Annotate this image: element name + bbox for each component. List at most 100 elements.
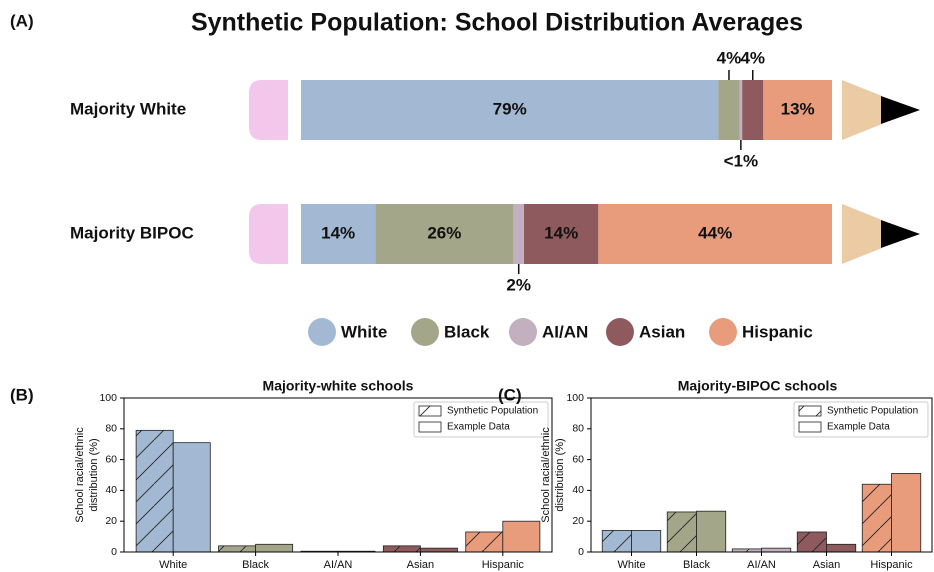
bar bbox=[419, 547, 458, 553]
legend-swatch bbox=[798, 421, 822, 433]
value-label: 13% bbox=[781, 99, 815, 118]
bar bbox=[255, 543, 294, 553]
bar bbox=[696, 510, 727, 553]
legend-label: Hispanic bbox=[742, 322, 813, 341]
bar bbox=[826, 543, 857, 553]
chart-title: Majority-white schools bbox=[263, 378, 414, 394]
x-tick-label: Black bbox=[683, 559, 710, 571]
legend-swatch bbox=[418, 405, 442, 417]
y-tick-label: 100 bbox=[99, 392, 117, 404]
x-tick-label: Asian bbox=[813, 559, 841, 571]
legend-label: Synthetic Population bbox=[447, 406, 538, 417]
legend-label: Black bbox=[444, 322, 490, 341]
y-tick-label: 80 bbox=[105, 423, 117, 435]
bar-segment bbox=[742, 80, 764, 140]
value-label: 44% bbox=[698, 223, 732, 242]
bar bbox=[172, 442, 211, 553]
y-tick-label: 80 bbox=[572, 423, 584, 435]
x-tick-label: Black bbox=[242, 559, 269, 571]
pencil-tip bbox=[881, 96, 920, 124]
value-label: 14% bbox=[544, 223, 578, 242]
axes-frame bbox=[590, 397, 933, 553]
bar-segment bbox=[524, 204, 599, 264]
x-tick-label: White bbox=[159, 559, 187, 571]
bar bbox=[502, 520, 541, 553]
row-label: Majority BIPOC bbox=[70, 223, 194, 242]
bar bbox=[382, 545, 421, 553]
bar-segment bbox=[763, 80, 832, 140]
panel-label: (C) bbox=[498, 385, 522, 404]
row-label: Majority White bbox=[70, 99, 186, 118]
chart-title: Synthetic Population: School Distributio… bbox=[191, 9, 803, 37]
bar bbox=[135, 429, 174, 553]
y-tick-label: 0 bbox=[578, 546, 584, 558]
bar-segment bbox=[301, 80, 719, 140]
x-tick-label: Asian bbox=[407, 559, 435, 571]
legend-label: Example Data bbox=[827, 422, 890, 433]
chart-title: Majority-BIPOC schools bbox=[678, 378, 838, 394]
pencil-eraser bbox=[249, 80, 288, 140]
bar bbox=[761, 547, 792, 553]
y-axis-label: School racial/ethnic bbox=[74, 427, 86, 523]
y-axis-label: School racial/ethnic bbox=[540, 427, 552, 523]
x-tick-label: White bbox=[617, 559, 645, 571]
y-tick-label: 60 bbox=[572, 453, 584, 465]
bar bbox=[861, 483, 892, 553]
bar bbox=[601, 530, 632, 553]
bar-segment bbox=[513, 204, 525, 264]
bar bbox=[891, 473, 922, 553]
x-tick-label: AI/AN bbox=[324, 559, 353, 571]
legend-swatch bbox=[308, 318, 336, 346]
bar-segment bbox=[739, 80, 743, 140]
y-tick-label: 40 bbox=[572, 484, 584, 496]
y-axis-label: distribution (%) bbox=[554, 438, 566, 511]
value-label: 79% bbox=[493, 99, 527, 118]
legend-swatch bbox=[798, 405, 822, 417]
legend-swatch bbox=[709, 318, 737, 346]
bar-segment bbox=[598, 204, 832, 264]
bar bbox=[796, 531, 827, 553]
pencil-wood bbox=[842, 204, 882, 264]
bar bbox=[218, 545, 257, 553]
y-tick-label: 0 bbox=[111, 546, 117, 558]
y-tick-label: 100 bbox=[566, 392, 584, 404]
panel-label: (B) bbox=[10, 385, 34, 404]
y-tick-label: 60 bbox=[105, 453, 117, 465]
legend-box bbox=[793, 401, 929, 438]
legend-swatch bbox=[418, 421, 442, 433]
y-tick-label: 40 bbox=[105, 484, 117, 496]
bar-segment bbox=[301, 204, 376, 264]
x-tick-label: Hispanic bbox=[870, 559, 913, 571]
value-label: 4% bbox=[740, 48, 765, 67]
bar-segment bbox=[375, 204, 514, 264]
pencil-tip bbox=[881, 220, 920, 248]
y-tick-label: 20 bbox=[105, 515, 117, 527]
pencil-eraser bbox=[249, 204, 288, 264]
bar bbox=[666, 511, 697, 553]
legend-label: Asian bbox=[639, 322, 685, 341]
legend-swatch bbox=[509, 318, 537, 346]
y-tick-label: 20 bbox=[572, 515, 584, 527]
value-label: 4% bbox=[717, 48, 742, 67]
value-label: 2% bbox=[506, 275, 531, 294]
axes-frame bbox=[123, 397, 553, 553]
bar bbox=[465, 531, 504, 553]
legend-label: White bbox=[341, 322, 387, 341]
legend-label: Synthetic Population bbox=[827, 406, 918, 417]
value-label: 26% bbox=[427, 223, 461, 242]
bar bbox=[631, 530, 662, 553]
legend-swatch bbox=[411, 318, 439, 346]
legend-label: Example Data bbox=[447, 422, 510, 433]
value-label: <1% bbox=[724, 151, 759, 170]
x-tick-label: AI/AN bbox=[747, 559, 776, 571]
legend-box bbox=[413, 401, 549, 438]
legend-swatch bbox=[606, 318, 634, 346]
value-label: 14% bbox=[321, 223, 355, 242]
x-tick-label: Hispanic bbox=[482, 559, 525, 571]
panel-label: (A) bbox=[10, 11, 34, 30]
y-axis-label: distribution (%) bbox=[88, 438, 100, 511]
bar-segment bbox=[718, 80, 740, 140]
legend-label: AI/AN bbox=[542, 322, 588, 341]
